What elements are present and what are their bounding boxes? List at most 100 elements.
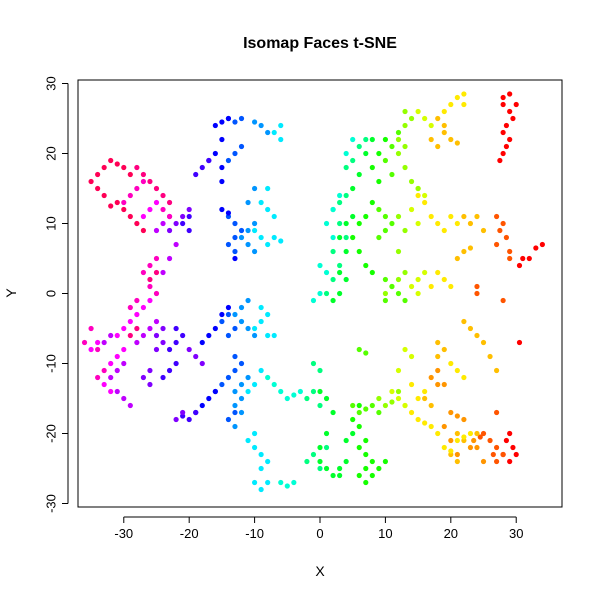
data-point [435, 339, 441, 346]
data-point [474, 444, 480, 451]
data-point [454, 220, 460, 227]
data-point [363, 406, 369, 412]
data-point [422, 269, 428, 276]
data-point [337, 220, 343, 227]
data-point [180, 409, 186, 416]
data-point [454, 367, 460, 374]
data-point [415, 192, 421, 199]
data-point [173, 241, 179, 248]
data-point [108, 374, 114, 381]
data-point [382, 276, 389, 283]
data-point [363, 437, 369, 444]
data-point [435, 430, 441, 437]
data-point [428, 402, 434, 409]
data-point [284, 483, 290, 489]
data-point [265, 185, 271, 192]
data-point [317, 402, 323, 409]
data-point [140, 171, 147, 178]
data-point [212, 150, 218, 157]
data-point [232, 388, 238, 395]
data-point [219, 119, 225, 125]
data-point [127, 402, 133, 409]
data-point [317, 290, 323, 297]
data-point [95, 185, 101, 192]
data-point [251, 227, 258, 234]
data-point [323, 220, 330, 227]
data-point [265, 332, 271, 339]
data-point [480, 339, 487, 346]
data-point [402, 143, 408, 150]
data-point [232, 119, 238, 125]
data-point [147, 325, 153, 332]
data-point [173, 339, 179, 346]
data-point [441, 444, 447, 451]
data-point [147, 297, 153, 304]
y-tick-label: -30 [43, 494, 58, 513]
data-point [337, 199, 343, 206]
y-tick-label: -10 [43, 354, 58, 373]
data-point [199, 164, 205, 171]
data-point [350, 213, 356, 220]
data-point [127, 332, 133, 339]
data-point [160, 325, 166, 332]
data-point [219, 206, 225, 213]
data-point [395, 248, 402, 255]
data-point [147, 283, 153, 290]
data-point [251, 185, 258, 192]
data-point [238, 143, 245, 150]
data-point [402, 227, 408, 234]
x-tick-label: 20 [444, 526, 458, 541]
data-point [382, 136, 389, 143]
data-point [493, 213, 500, 220]
data-point [467, 220, 474, 227]
data-point [454, 140, 460, 146]
data-point [493, 444, 500, 451]
data-point [127, 213, 133, 220]
data-point [291, 479, 297, 486]
data-point [408, 206, 415, 213]
data-point [225, 374, 232, 381]
data-point [428, 423, 434, 430]
data-point [376, 395, 382, 402]
data-point [402, 108, 408, 115]
data-point [271, 234, 277, 241]
data-point [160, 192, 166, 199]
data-point [461, 416, 467, 423]
data-point [323, 269, 330, 276]
data-point [415, 220, 421, 227]
data-point [363, 150, 369, 157]
data-point [134, 185, 140, 192]
data-point [317, 388, 323, 395]
chart-title: Isomap Faces t-SNE [243, 35, 397, 52]
data-point [310, 297, 317, 304]
data-point [337, 465, 343, 472]
data-point [337, 269, 343, 276]
data-point [395, 290, 402, 297]
data-point [369, 136, 375, 143]
data-point [114, 199, 120, 206]
data-point [461, 91, 467, 97]
y-axis: -30 -20 -10 0 10 20 30 [43, 76, 69, 513]
data-point [343, 437, 349, 444]
data-point [402, 346, 408, 353]
data-point [330, 248, 336, 255]
data-point [166, 255, 173, 262]
data-point [238, 409, 245, 416]
x-tick-label: -20 [180, 526, 199, 541]
data-point [140, 227, 147, 234]
data-point [147, 178, 153, 185]
data-point [415, 290, 421, 297]
data-point [356, 409, 362, 416]
data-point [232, 255, 238, 262]
data-point [533, 245, 539, 251]
data-point [245, 325, 251, 332]
data-point [108, 203, 114, 209]
data-point [503, 437, 510, 444]
data-point [140, 269, 147, 276]
data-point [343, 234, 349, 241]
data-point [238, 115, 245, 122]
data-point [382, 458, 389, 465]
data-point [140, 332, 147, 339]
data-point [395, 395, 402, 402]
data-point [88, 346, 94, 353]
